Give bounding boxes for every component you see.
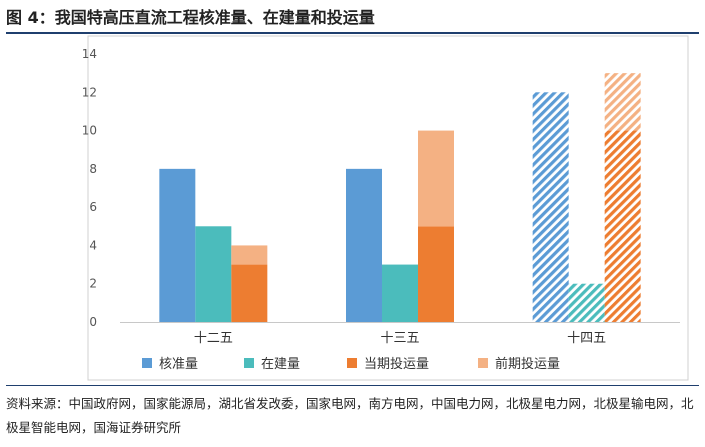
y-tick-label-4: 4 [89, 238, 97, 252]
bar-十二五-当期投运量 [231, 264, 268, 322]
bar-十四五-当期投运量 [604, 130, 641, 322]
bar-十二五-核准量 [159, 168, 196, 322]
y-tick-label-10: 10 [82, 124, 97, 138]
legend-swatch-在建量 [244, 358, 254, 368]
x-category-label-十二五: 十二五 [194, 331, 233, 346]
x-category-label-十三五: 十三五 [380, 331, 419, 346]
source-rule [6, 385, 699, 386]
y-tick-label-8: 8 [89, 162, 97, 176]
y-tick-label-2: 2 [89, 277, 97, 291]
bar-十三五-当期投运量 [418, 226, 454, 322]
legend-swatch-前期投运量 [478, 358, 488, 368]
bar-chart: 0 2 4 6 8 10 12 14 十二五 十三五 十四五 核准量 在建量 当期投运量 前期投运量 [82, 35, 689, 381]
legend-label-前期投运量: 前期投运量 [495, 356, 560, 372]
legend-label-核准量: 核准量 [159, 357, 198, 372]
bar-十二五-在建量 [195, 226, 232, 322]
y-tick-label-6: 6 [89, 200, 97, 214]
legend-swatch-核准量 [142, 358, 152, 368]
y-tick-label-14: 14 [82, 47, 97, 61]
y-tick-label-0: 0 [89, 315, 97, 329]
bar-十三五-在建量 [382, 264, 418, 322]
bar-十四五-在建量 [568, 283, 605, 322]
title-rule [6, 32, 699, 34]
legend: 核准量 在建量 当期投运量 前期投运量 [142, 356, 560, 372]
bar-十三五-前期投运量 [418, 130, 454, 227]
bar-十二五-前期投运量 [231, 245, 268, 265]
y-axis: 0 2 4 6 8 10 12 14 [82, 47, 97, 329]
category-labels: 十二五 十三五 十四五 [194, 331, 606, 346]
figure-title: 图 4：我国特高压直流工程核准量、在建量和投运量 [6, 8, 375, 27]
chart-border [87, 35, 689, 381]
legend-swatch-当期投运量 [347, 358, 357, 368]
legend-label-当期投运量: 当期投运量 [364, 356, 429, 372]
bar-十四五-核准量 [532, 92, 569, 323]
y-tick-label-12: 12 [82, 85, 97, 99]
bar-十四五-前期投运量 [604, 73, 641, 131]
bar-十三五-核准量 [346, 168, 382, 322]
source-note: 资料来源：中国政府网，国家能源局，湖北省发改委，国家电网，南方电网，中国电力网，… [6, 396, 694, 435]
bars [120, 73, 680, 323]
legend-label-在建量: 在建量 [261, 357, 300, 372]
x-category-label-十四五: 十四五 [567, 331, 606, 346]
